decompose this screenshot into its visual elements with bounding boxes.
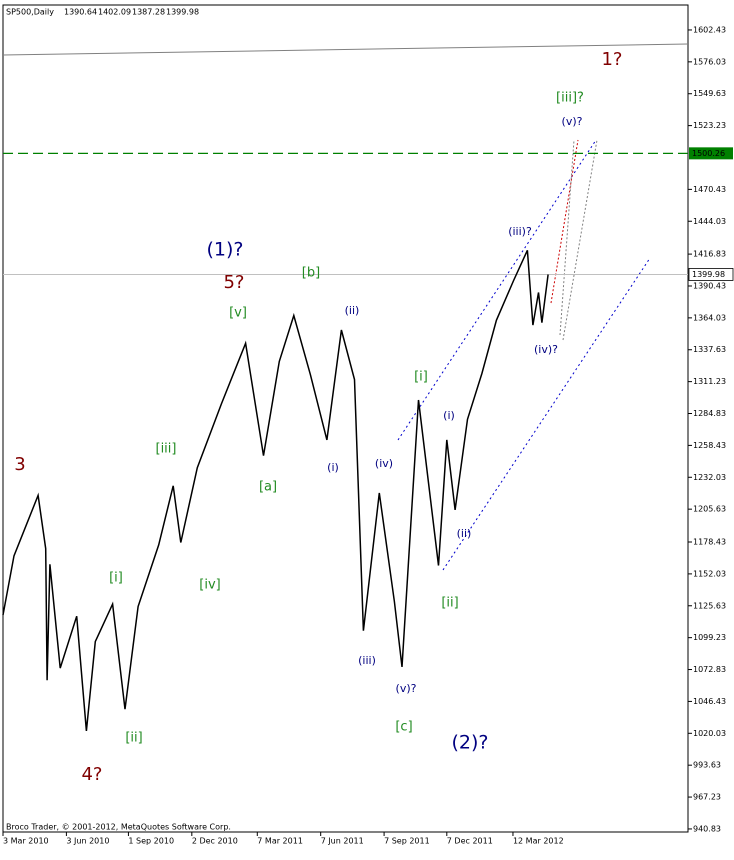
wave-label: [b] <box>302 266 320 281</box>
y-tick-label: 1020.03 <box>693 729 726 738</box>
wave-label: (v)? <box>562 115 583 128</box>
y-tick-label: 967.23 <box>693 793 721 802</box>
wave-label: (1)? <box>207 239 244 261</box>
y-tick-label: 1444.03 <box>693 217 726 226</box>
y-tick-label: 1152.03 <box>693 569 726 578</box>
projection-line <box>559 139 575 336</box>
wave-label: (ii) <box>457 527 472 540</box>
wave-label: (i) <box>443 409 455 422</box>
wave-label: (2)? <box>452 732 489 754</box>
x-tick-label: 1 Sep 2010 <box>128 837 174 846</box>
wave-label: [iv] <box>199 578 220 593</box>
wave-label: [v] <box>229 306 247 321</box>
wave-label: 3 <box>14 454 25 475</box>
wave-label: [i] <box>109 571 123 586</box>
wave-label: [ii] <box>441 596 458 611</box>
y-tick-label: 940.83 <box>693 824 721 833</box>
footer: Broco Trader, © 2001-2012, MetaQuotes So… <box>6 823 231 832</box>
y-tick-label: 1364.03 <box>693 313 726 322</box>
symbol-title: SP500,Daily <box>6 8 54 17</box>
wave-label: (ii) <box>345 304 360 317</box>
y-tick-label: 1284.83 <box>693 409 726 418</box>
y-tick-label: 1258.43 <box>693 441 726 450</box>
level-label: 1500.26 <box>692 149 725 158</box>
wave-label: [iii]? <box>556 91 584 106</box>
x-tick-label: 3 Jun 2010 <box>66 837 109 846</box>
plot-frame <box>2 4 689 833</box>
y-tick-label: 1205.63 <box>693 505 726 514</box>
wave-label: [c] <box>395 720 412 735</box>
y-tick-label: 1523.23 <box>693 121 726 130</box>
y-tick-label: 1046.43 <box>693 697 726 706</box>
y-tick-label: 1072.83 <box>693 665 726 674</box>
y-tick-label: 993.63 <box>693 761 721 770</box>
projection-line <box>550 139 579 304</box>
y-tick-label: 1416.83 <box>693 250 726 259</box>
wave-label: [ii] <box>125 731 142 746</box>
y-tick-label: 1125.63 <box>693 601 726 610</box>
trend-line <box>2 43 689 56</box>
wave-label: [i] <box>414 370 428 385</box>
x-tick-label: 3 Mar 2010 <box>3 837 49 846</box>
y-tick-label: 1470.43 <box>693 185 726 194</box>
y-tick-label: 1390.43 <box>693 281 726 290</box>
wave-label: (iv) <box>375 457 393 470</box>
y-tick-label: 1337.63 <box>693 345 726 354</box>
x-tick-label: 12 Mar 2012 <box>513 837 564 846</box>
ohlc-open: 1390.64 <box>64 8 97 17</box>
wave-label: (v)? <box>396 682 417 695</box>
wave-label: 1? <box>601 49 622 70</box>
wave-label: (iii) <box>358 654 376 667</box>
price-line-series <box>2 249 549 731</box>
y-tick-label: 1549.63 <box>693 89 726 98</box>
price-label: 1399.98 <box>692 270 725 279</box>
wave-label: 5? <box>223 272 244 293</box>
y-tick-label: 1576.03 <box>693 57 726 66</box>
wave-label: [a] <box>259 480 277 495</box>
ohlc-low: 1387.28 <box>132 8 165 17</box>
wave-label: (iv)? <box>534 343 558 356</box>
wave-label: (iii)? <box>508 225 532 238</box>
x-tick-label: 7 Sep 2011 <box>384 837 430 846</box>
x-tick-label: 7 Mar 2011 <box>257 837 303 846</box>
wave-label: [iii] <box>156 442 177 457</box>
price-label-box <box>688 268 734 281</box>
projection-line <box>562 139 598 341</box>
y-tick-label: 1099.23 <box>693 633 726 642</box>
wave-label: (i) <box>327 461 339 474</box>
y-tick-label: 1232.03 <box>693 473 726 482</box>
y-tick-label: 1602.43 <box>693 25 726 34</box>
y-tick-label: 1178.43 <box>693 538 726 547</box>
x-tick-label: 7 Jun 2011 <box>321 837 364 846</box>
ohlc-high: 1402.09 <box>98 8 131 17</box>
x-tick-label: 2 Dec 2010 <box>192 837 238 846</box>
ohlc-close: 1399.98 <box>166 8 199 17</box>
wave-label: 4? <box>81 764 102 785</box>
x-tick-label: 7 Dec 2011 <box>447 837 493 846</box>
y-tick-label: 1311.23 <box>693 377 726 386</box>
level-label-box <box>689 147 733 160</box>
